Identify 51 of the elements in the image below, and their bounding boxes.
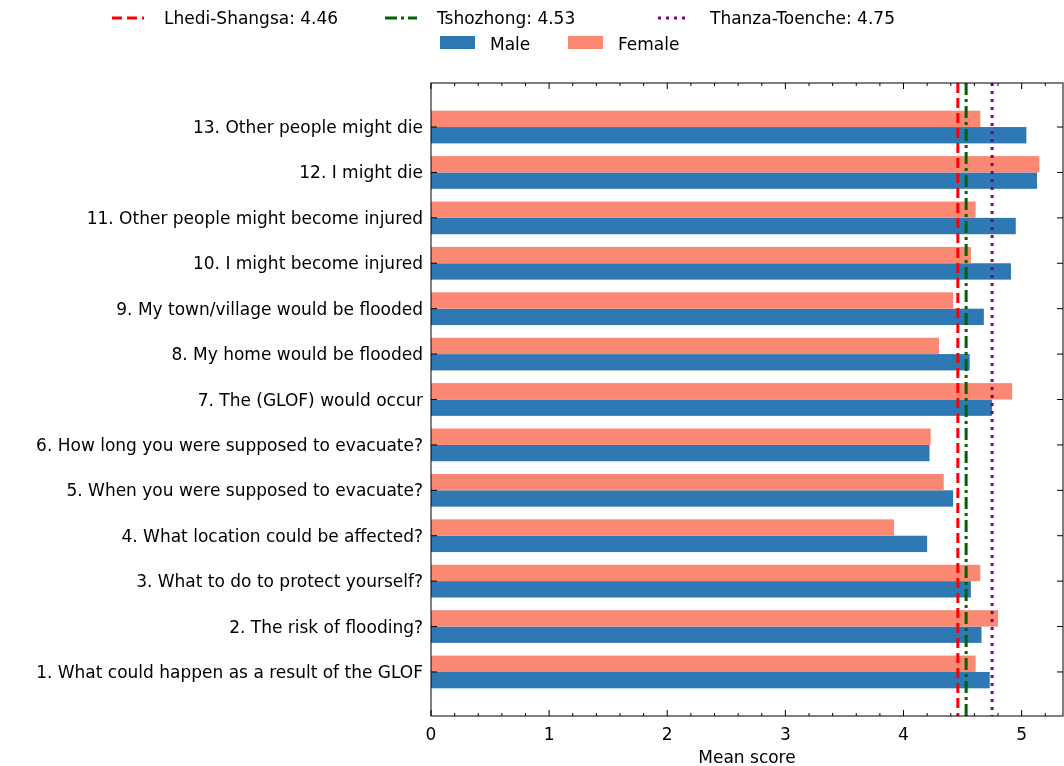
- bar: [431, 201, 976, 218]
- y-tick-label: 8. My home would be flooded: [171, 344, 423, 365]
- y-tick-label: 10. I might become injured: [192, 253, 423, 274]
- y-tick-label: 12. I might die: [299, 162, 423, 183]
- y-tick-label: 13. Other people might die: [192, 117, 423, 138]
- y-tick-label: 2. The risk of flooding?: [229, 616, 423, 637]
- y-tick-label: 11. Other people might become injured: [86, 207, 423, 228]
- bar: [431, 263, 1012, 280]
- bar: [431, 519, 895, 536]
- bar: [431, 626, 982, 643]
- bar: [431, 564, 981, 582]
- bar: [431, 490, 954, 507]
- legend-label: Male: [490, 34, 531, 54]
- y-tick-label: 1. What could happen as a result of the GLOF: [36, 661, 423, 682]
- x-tick-label: 3: [779, 724, 791, 744]
- bar: [431, 246, 971, 264]
- bar: [431, 110, 981, 128]
- x-tick-label: 5: [1016, 724, 1028, 744]
- y-tick-label: 6. How long you were supposed to evacuate?: [36, 434, 423, 455]
- legend-label: Female: [618, 34, 680, 54]
- bar: [431, 354, 970, 371]
- bar: [431, 610, 999, 627]
- legend-label: Tshozhong: 4.53: [436, 8, 576, 28]
- bar: [431, 671, 990, 689]
- bar: [431, 581, 971, 598]
- bar: [431, 156, 1040, 173]
- bar: [431, 172, 1038, 189]
- bar: [431, 337, 939, 355]
- bar: [431, 308, 984, 326]
- legend-label: Lhedi-Shangsa: 4.46: [164, 8, 339, 28]
- y-tick-label: 4. What location could be affected?: [121, 525, 423, 546]
- bar: [431, 217, 1016, 235]
- y-tick-label: 5. When you were supposed to evacuate?: [66, 480, 423, 501]
- legend-label: Thanza-Toenche: 4.75: [709, 8, 895, 28]
- x-axis-title: Mean score: [698, 747, 796, 766]
- y-tick-label: 7. The (GLOF) would occur: [197, 389, 423, 410]
- bar: [431, 292, 954, 309]
- bar: [431, 535, 928, 553]
- x-tick-label: 4: [898, 724, 909, 744]
- bar: [431, 428, 931, 445]
- bar: [431, 383, 1013, 400]
- bar: [431, 127, 1027, 144]
- x-tick-label: 2: [661, 724, 673, 744]
- x-tick-label: 1: [543, 724, 555, 744]
- bar: [431, 655, 976, 672]
- y-tick-label: 3. What to do to protect yourself?: [136, 571, 423, 592]
- x-tick-label: 0: [425, 724, 437, 744]
- bar: [431, 399, 993, 416]
- y-tick-label: 9. My town/village would be flooded: [116, 298, 423, 319]
- bar: [431, 473, 944, 491]
- bar: [431, 444, 930, 462]
